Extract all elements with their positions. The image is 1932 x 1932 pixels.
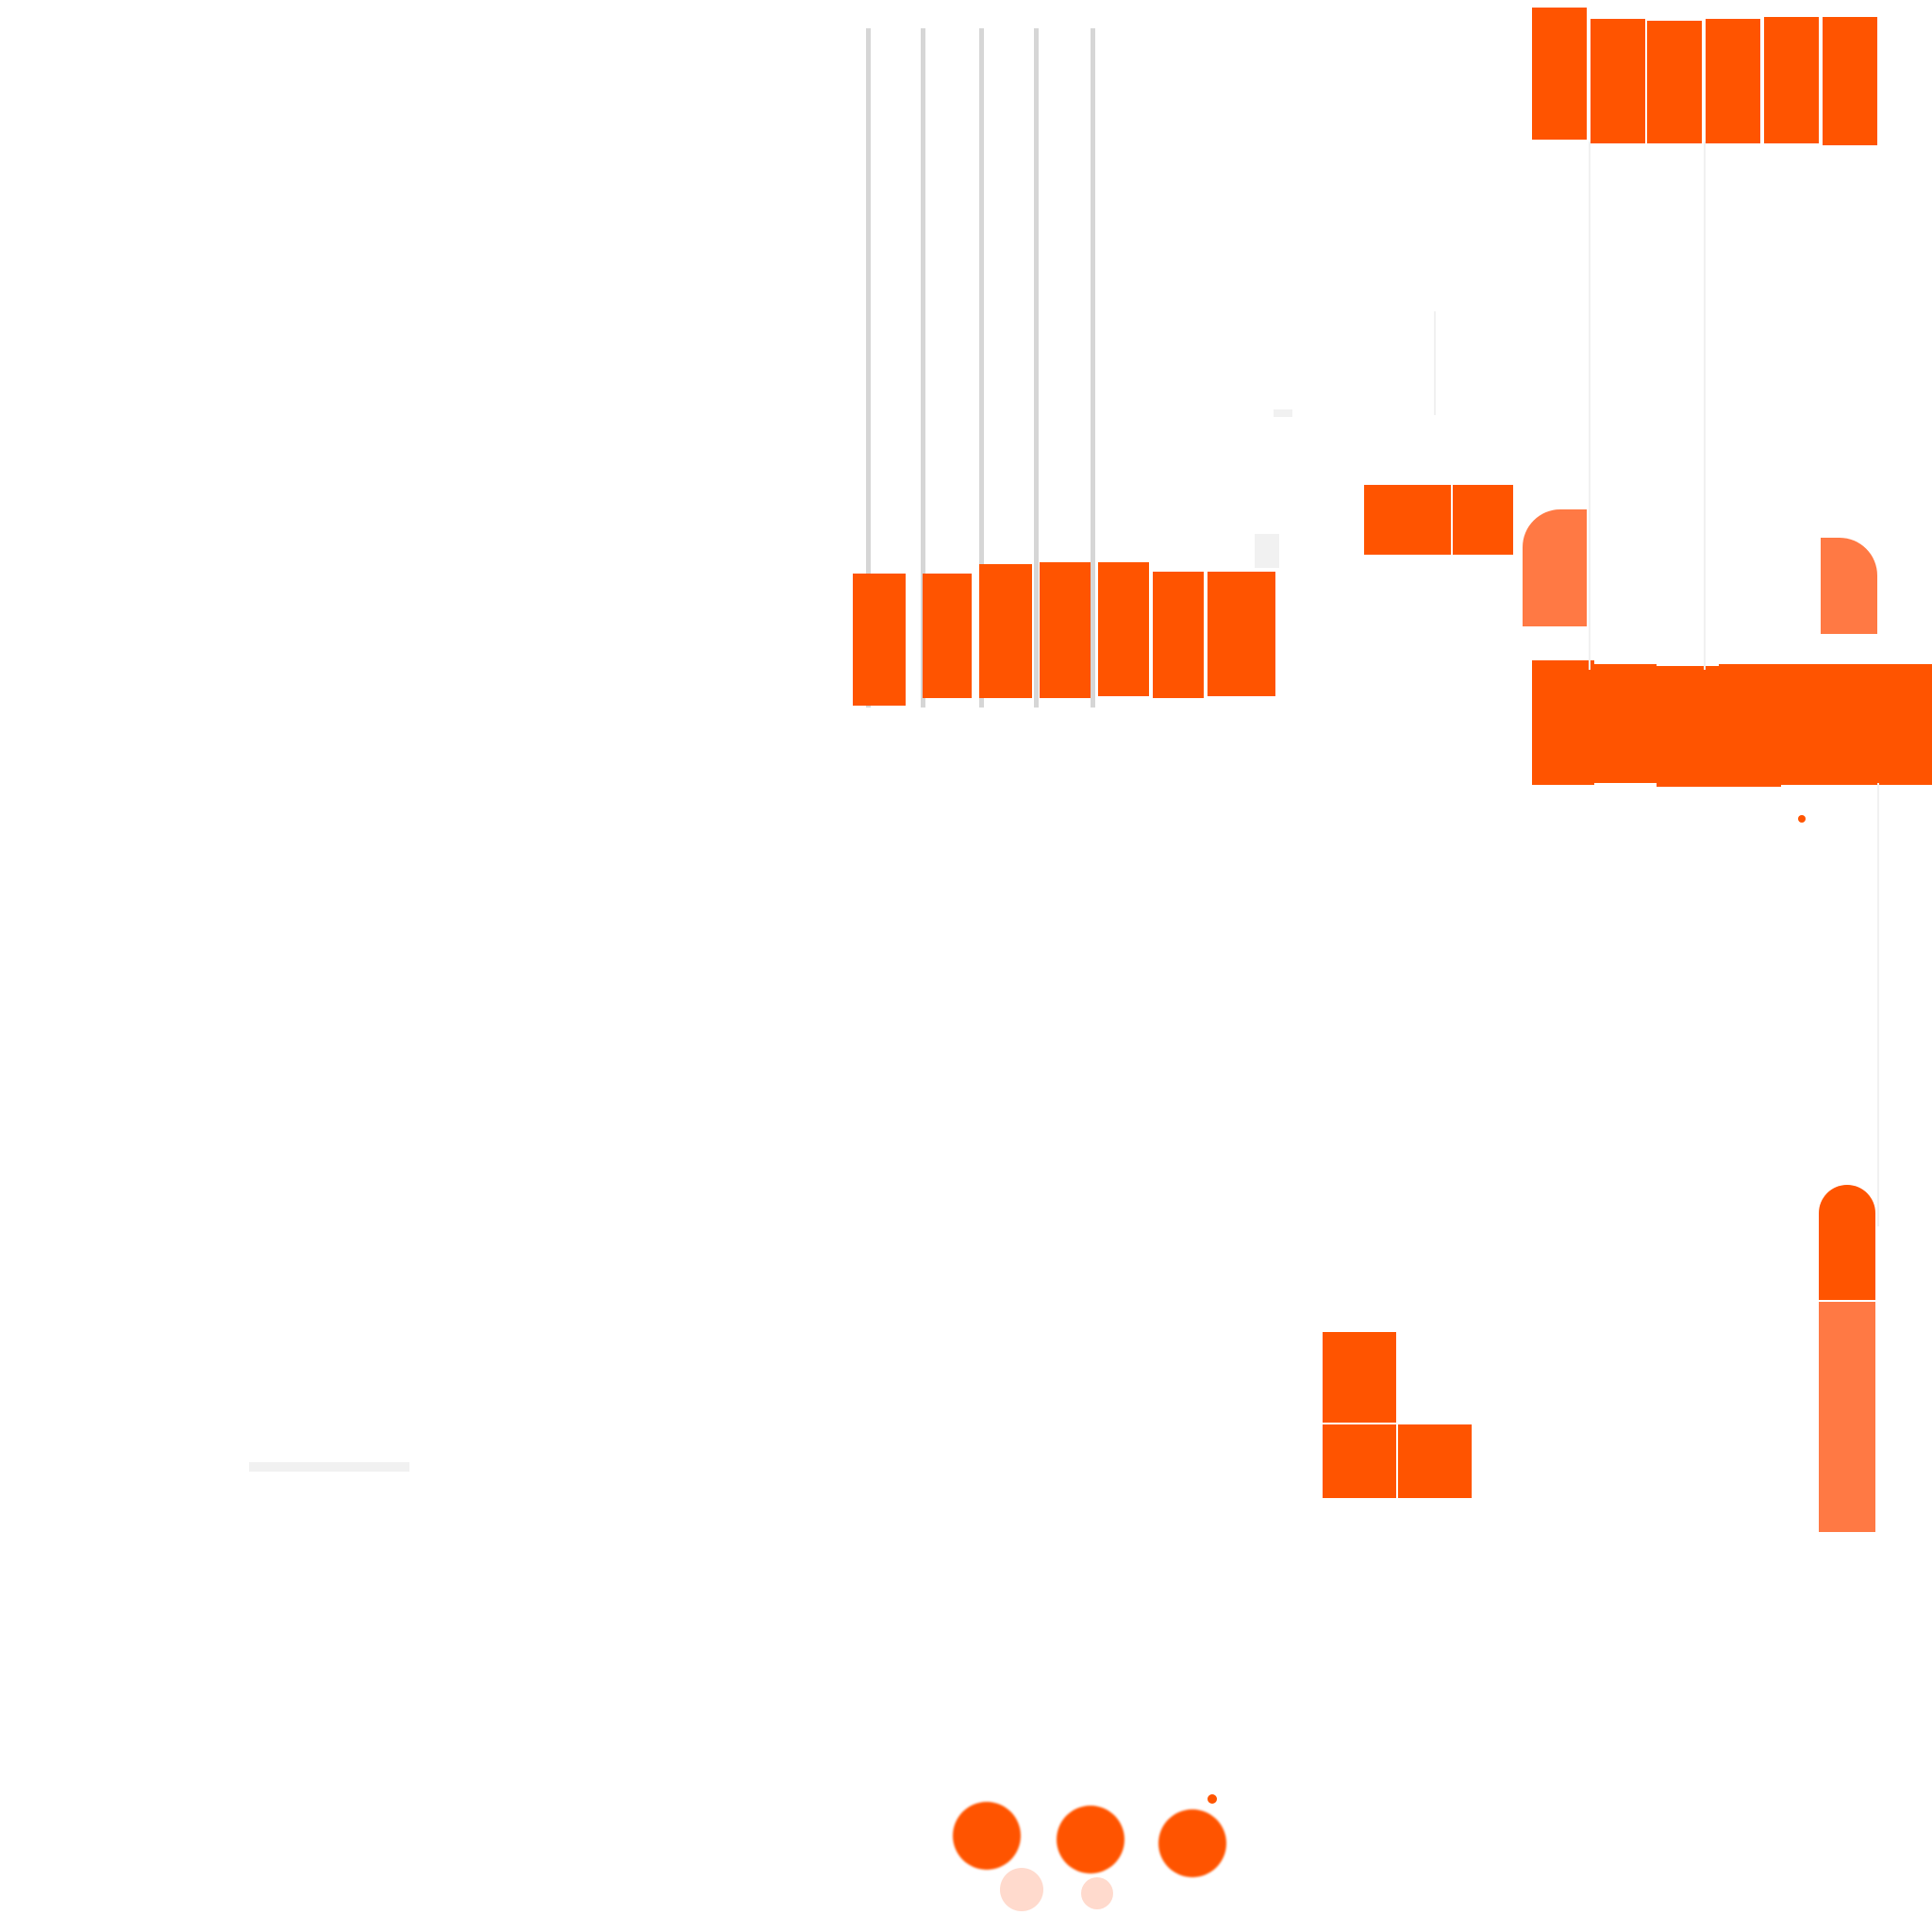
faint-mark-1 — [1274, 409, 1292, 417]
top-block-3 — [1647, 21, 1702, 143]
cable-line-1 — [866, 28, 871, 708]
top-block-5 — [1764, 17, 1819, 143]
faint-mark-3 — [249, 1462, 409, 1472]
cable-line-4 — [1034, 28, 1039, 708]
guide-line-1 — [1589, 142, 1591, 670]
top-block-6 — [1823, 17, 1877, 145]
dot-3 — [1158, 1809, 1226, 1877]
top-block-4 — [1706, 19, 1760, 143]
l-shape-top — [1323, 1332, 1396, 1423]
bar-block-6 — [1153, 572, 1204, 698]
cable-line-3 — [979, 28, 984, 708]
dot-5 — [1081, 1877, 1113, 1909]
right-band-1 — [1532, 660, 1594, 785]
dot-2 — [1057, 1806, 1124, 1874]
right-band-6 — [1843, 664, 1932, 785]
guide-line-3 — [1877, 783, 1879, 1226]
dot-7 — [1798, 815, 1806, 823]
mid-block-left — [1364, 485, 1451, 555]
dot-1 — [953, 1802, 1021, 1870]
faint-mark-2 — [1434, 311, 1436, 415]
bar-block-1 — [853, 574, 906, 706]
dot-4 — [1000, 1868, 1043, 1911]
cable-line-2 — [921, 28, 925, 708]
top-block-1 — [1532, 8, 1587, 140]
dot-6 — [1208, 1794, 1217, 1804]
right-band-5 — [1781, 664, 1843, 785]
bar-block-7 — [1208, 572, 1275, 696]
right-band-3 — [1657, 666, 1719, 787]
l-shape-bottom-left — [1323, 1424, 1396, 1498]
bar-block-2 — [923, 574, 972, 698]
bar-block-shadow — [1255, 534, 1279, 568]
bar-block-4 — [1040, 562, 1091, 698]
tall-right-bar-bottom — [1819, 1302, 1875, 1532]
curve-right-top — [1821, 538, 1877, 634]
curve-left-top — [1523, 509, 1587, 626]
top-block-2 — [1591, 19, 1645, 143]
mid-block-right — [1453, 485, 1513, 555]
cable-line-5 — [1091, 28, 1095, 708]
guide-line-2 — [1704, 142, 1706, 670]
bar-block-5 — [1098, 562, 1149, 696]
right-band-2 — [1594, 664, 1657, 783]
l-shape-bottom-right — [1398, 1424, 1472, 1498]
bar-block-3 — [979, 564, 1032, 698]
right-band-4 — [1719, 664, 1781, 787]
tall-right-bar-top — [1819, 1185, 1875, 1300]
